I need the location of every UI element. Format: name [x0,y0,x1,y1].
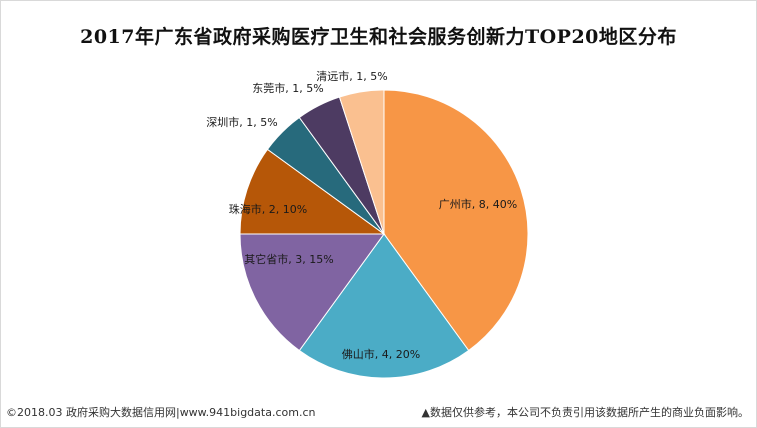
pie-slice-2 [298,233,470,379]
footer-disclaimer: ▲数据仅供参考，本公司不负责引用该数据所产生的商业负面影响。 [421,406,749,419]
pie-data-label-4: 珠海市, 2, 10% [229,202,307,216]
footer-source: ©2018.03 政府采购大数据信用网|www.941bigdata.com.c… [6,406,316,419]
pie-slice-1 [383,89,529,352]
pie-data-label-7: 清远市, 1, 5% [316,69,387,83]
pie-data-label-5: 深圳市, 1, 5% [206,115,277,129]
pie-slice-7 [338,89,385,235]
pie-slice-4 [239,148,386,235]
pie-data-label-6: 东莞市, 1, 5% [252,81,323,95]
pie-data-label-2: 佛山市, 4, 20% [342,347,420,361]
pie-data-label-3: 其它省市, 3, 15% [244,252,333,266]
pie-data-label-1: 广州市, 8, 40% [439,197,517,211]
pie-slice-3 [239,233,385,352]
chart-title: 2017年广东省政府采购医疗卫生和社会服务创新力TOP20地区分布 [80,26,677,48]
